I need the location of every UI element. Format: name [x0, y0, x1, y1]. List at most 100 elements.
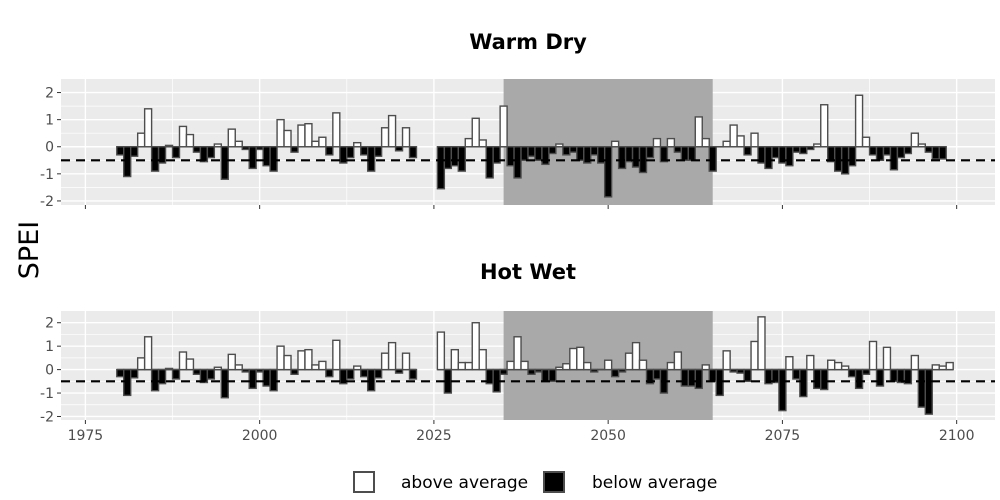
bar-below-average — [443, 368, 453, 394]
bar-below-average — [875, 368, 885, 387]
bar-below-average — [457, 146, 466, 172]
bar-below-average — [366, 146, 376, 172]
bar-below-average — [680, 146, 690, 161]
bar-above-average — [833, 361, 843, 371]
bar-below-average — [868, 146, 878, 156]
bar-below-average — [889, 368, 899, 383]
bar-above-average — [164, 367, 174, 371]
bar-above-average — [332, 339, 341, 371]
bar-below-average — [687, 368, 696, 387]
bar-below-average — [171, 368, 181, 380]
bar-below-average — [924, 368, 933, 415]
bar-below-average — [408, 146, 418, 159]
bar-below-average — [631, 146, 641, 168]
bar-above-average — [938, 365, 947, 371]
bar-above-average — [736, 135, 745, 148]
x-tick-label: 1975 — [68, 428, 104, 444]
bar-above-average — [827, 359, 836, 371]
bar-below-average — [206, 146, 216, 159]
bar-above-average — [701, 137, 710, 148]
bar-above-average — [813, 143, 822, 148]
bar-above-average — [304, 123, 313, 148]
bar-below-average — [924, 146, 933, 153]
bar-below-average — [847, 368, 857, 378]
bar-below-average — [715, 368, 724, 397]
bar-below-average — [241, 368, 250, 373]
bar-below-average — [373, 368, 383, 379]
bar-below-average — [806, 146, 815, 151]
bar-above-average — [143, 336, 153, 371]
bar-below-average — [506, 146, 515, 167]
bar-below-average — [541, 368, 550, 383]
bar-above-average — [910, 354, 920, 371]
bar-below-average — [645, 146, 655, 159]
bar-below-average — [123, 368, 132, 397]
bar-below-average — [157, 368, 167, 385]
bar-above-average — [757, 316, 766, 371]
bar-below-average — [360, 146, 369, 156]
bar-above-average — [283, 354, 292, 371]
bar-above-average — [380, 352, 390, 371]
bar-above-average — [353, 365, 362, 371]
bar-above-average — [583, 361, 592, 371]
bar-below-average — [534, 146, 543, 161]
bar-above-average — [401, 127, 411, 148]
bar-below-average — [248, 146, 257, 170]
bar-below-average — [847, 146, 857, 167]
bar-below-average — [764, 146, 773, 170]
bar-above-average — [283, 129, 292, 148]
bar-below-average — [123, 146, 132, 178]
bar-above-average — [910, 132, 920, 148]
bar-below-average — [206, 368, 216, 380]
panel-1: Hot Wet -2 -1 0 1 2 1975 2000 2025 2050 2075 2100 — [40, 260, 995, 444]
bar-above-average — [722, 350, 731, 371]
bar-below-average — [116, 368, 125, 378]
bar-above-average — [311, 364, 320, 371]
bar-above-average — [945, 361, 954, 371]
panel-title: Warm Dry — [469, 30, 587, 54]
panel-0: Warm Dry -2 -1 0 1 2 — [40, 30, 995, 210]
bar-above-average — [164, 144, 174, 148]
bar-below-average — [192, 146, 202, 153]
bar-above-average — [387, 341, 397, 371]
bar-above-average — [652, 137, 662, 148]
bar-below-average — [882, 146, 892, 156]
bar-below-average — [527, 368, 536, 375]
bar-above-average — [806, 354, 815, 371]
bar-below-average — [652, 368, 662, 380]
x-tick-label: 2075 — [765, 428, 801, 444]
bar-above-average — [931, 364, 940, 371]
bar-above-average — [820, 104, 829, 148]
bar-above-average — [464, 137, 473, 148]
bar-below-average — [694, 368, 703, 390]
bar-below-average — [220, 368, 229, 399]
bar-above-average — [673, 351, 683, 371]
bar-below-average — [569, 146, 578, 153]
panel-title: Hot Wet — [480, 260, 576, 284]
bar-below-average — [116, 146, 125, 156]
bar-below-average — [903, 368, 913, 385]
y-tick-label: 2 — [45, 316, 54, 332]
bar-above-average — [868, 340, 878, 371]
bar-below-average — [192, 368, 202, 375]
bar-above-average — [506, 360, 515, 371]
bar-below-average — [548, 146, 557, 155]
bar-below-average — [373, 146, 383, 157]
bar-above-average — [353, 141, 362, 148]
bar-below-average — [346, 368, 355, 380]
bar-above-average — [318, 360, 327, 371]
bar-below-average — [833, 146, 843, 172]
bar-below-average — [659, 146, 669, 163]
bar-below-average — [771, 146, 780, 159]
y-tick-label: 2 — [45, 86, 54, 102]
bar-below-average — [220, 146, 229, 180]
bar-above-average — [401, 352, 411, 371]
y-tick-label: 1 — [45, 113, 54, 129]
bar-above-average — [213, 143, 223, 148]
bar-below-average — [499, 368, 508, 375]
bar-above-average — [569, 347, 578, 371]
bar-above-average — [234, 364, 243, 371]
bar-above-average — [861, 136, 871, 148]
bar-above-average — [276, 118, 285, 148]
bar-below-average — [854, 368, 864, 390]
